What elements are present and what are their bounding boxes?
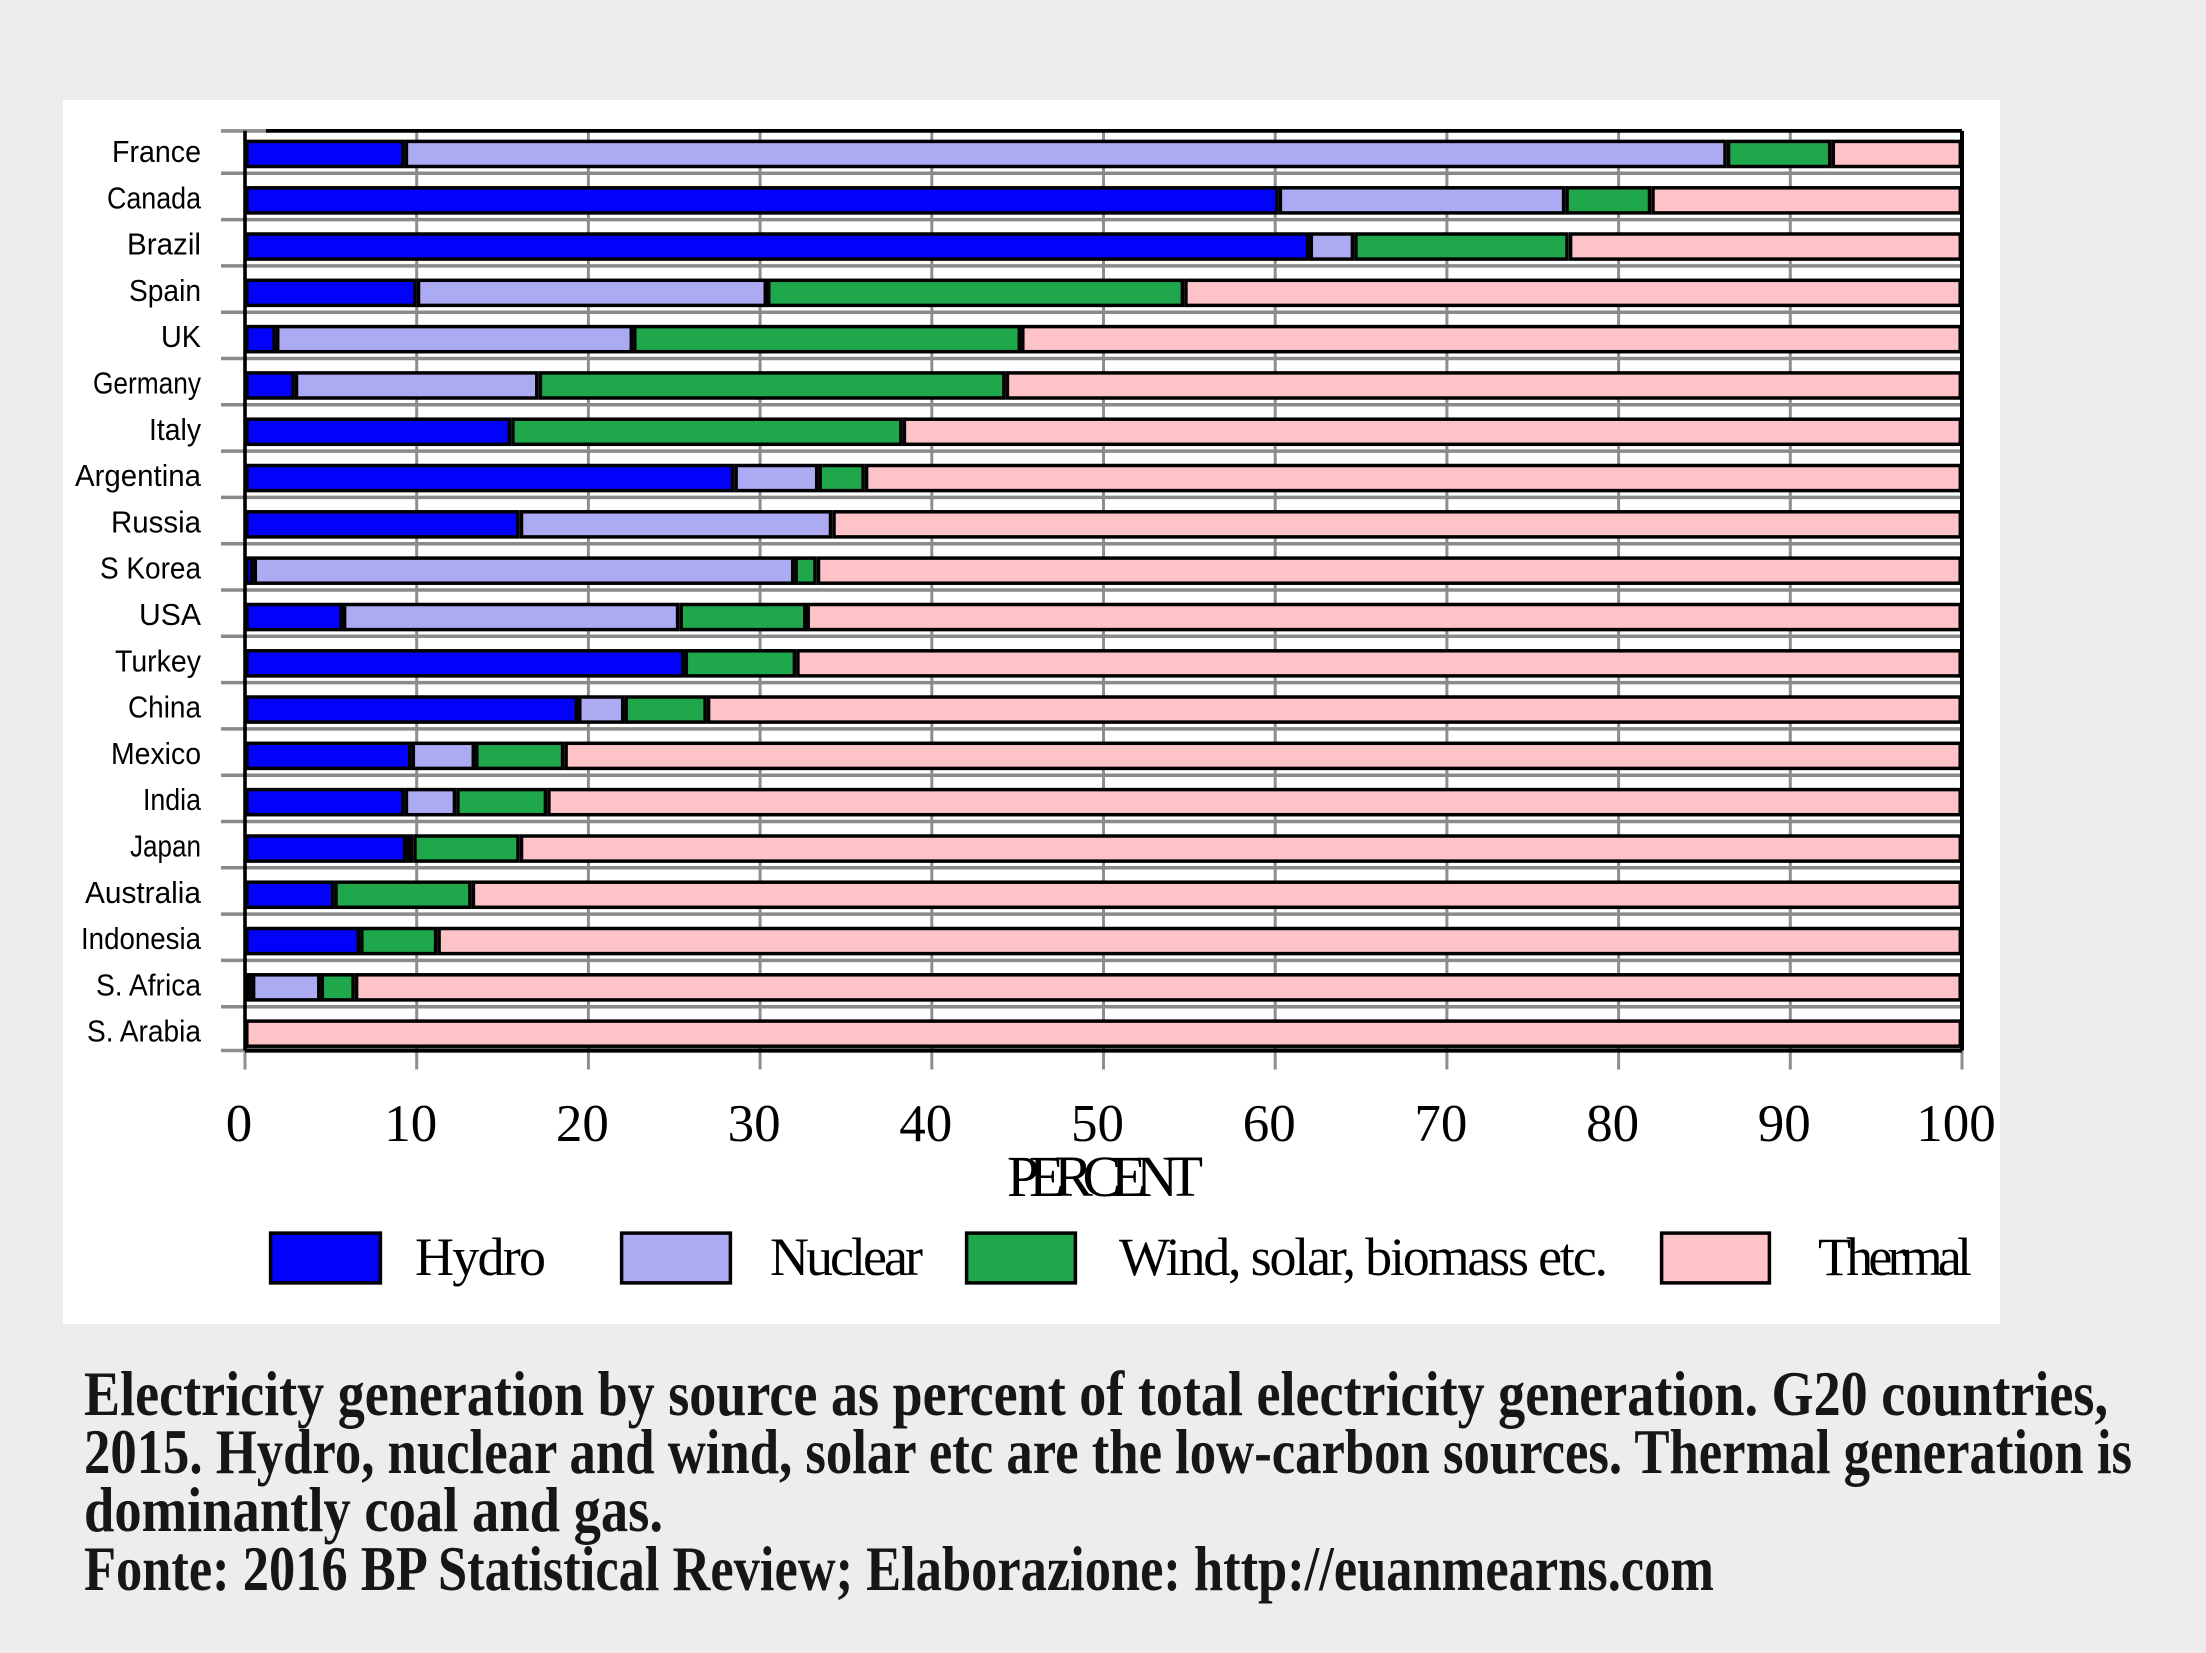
svg-text:India: India bbox=[143, 782, 202, 817]
svg-text:S. Africa: S. Africa bbox=[96, 967, 202, 1002]
svg-text:China: China bbox=[128, 690, 202, 725]
svg-text:Japan: Japan bbox=[130, 829, 201, 864]
svg-text:UK: UK bbox=[161, 319, 201, 354]
svg-text:USA: USA bbox=[139, 597, 201, 632]
svg-text:Hydro: Hydro bbox=[415, 1227, 546, 1287]
svg-text:Thermal: Thermal bbox=[1818, 1227, 1972, 1287]
svg-text:Brazil: Brazil bbox=[127, 227, 201, 262]
svg-text:2015. Hydro, nuclear and wind,: 2015. Hydro, nuclear and wind, solar etc… bbox=[84, 1417, 2132, 1487]
svg-text:dominantly coal and gas.: dominantly coal and gas. bbox=[84, 1475, 663, 1545]
svg-text:S Korea: S Korea bbox=[100, 551, 202, 586]
svg-text:30: 30 bbox=[728, 1095, 781, 1153]
svg-text:Canada: Canada bbox=[107, 180, 202, 215]
svg-text:Germany: Germany bbox=[93, 366, 201, 401]
svg-text:Electricity generation by sour: Electricity generation by source as perc… bbox=[84, 1359, 2108, 1429]
svg-text:60: 60 bbox=[1243, 1095, 1296, 1153]
svg-text:70: 70 bbox=[1414, 1095, 1467, 1153]
svg-text:Spain: Spain bbox=[129, 273, 201, 308]
svg-text:Italy: Italy bbox=[149, 412, 201, 447]
svg-text:Wind, solar, biomass etc.: Wind, solar, biomass etc. bbox=[1119, 1227, 1608, 1287]
svg-text:40: 40 bbox=[899, 1095, 952, 1153]
svg-text:Nuclear: Nuclear bbox=[770, 1227, 923, 1287]
svg-text:80: 80 bbox=[1586, 1095, 1639, 1153]
svg-text:10: 10 bbox=[384, 1095, 437, 1153]
svg-text:Russia: Russia bbox=[111, 504, 202, 539]
svg-text:S. Arabia: S. Arabia bbox=[87, 1014, 202, 1049]
svg-text:0: 0 bbox=[226, 1095, 253, 1153]
svg-text:20: 20 bbox=[556, 1095, 609, 1153]
svg-text:Australia: Australia bbox=[85, 875, 202, 910]
svg-text:Turkey: Turkey bbox=[115, 643, 201, 678]
svg-text:PERCENT: PERCENT bbox=[1007, 1144, 1203, 1209]
svg-text:Fonte: 2016 BP Statistical Rev: Fonte: 2016 BP Statistical Review; Elabo… bbox=[84, 1534, 1714, 1604]
svg-text:Indonesia: Indonesia bbox=[81, 921, 202, 956]
svg-text:Argentina: Argentina bbox=[75, 458, 202, 493]
svg-text:50: 50 bbox=[1071, 1095, 1124, 1153]
svg-text:France: France bbox=[112, 134, 201, 169]
svg-text:100: 100 bbox=[1916, 1095, 1996, 1153]
svg-text:90: 90 bbox=[1758, 1095, 1811, 1153]
svg-text:Mexico: Mexico bbox=[111, 736, 201, 771]
